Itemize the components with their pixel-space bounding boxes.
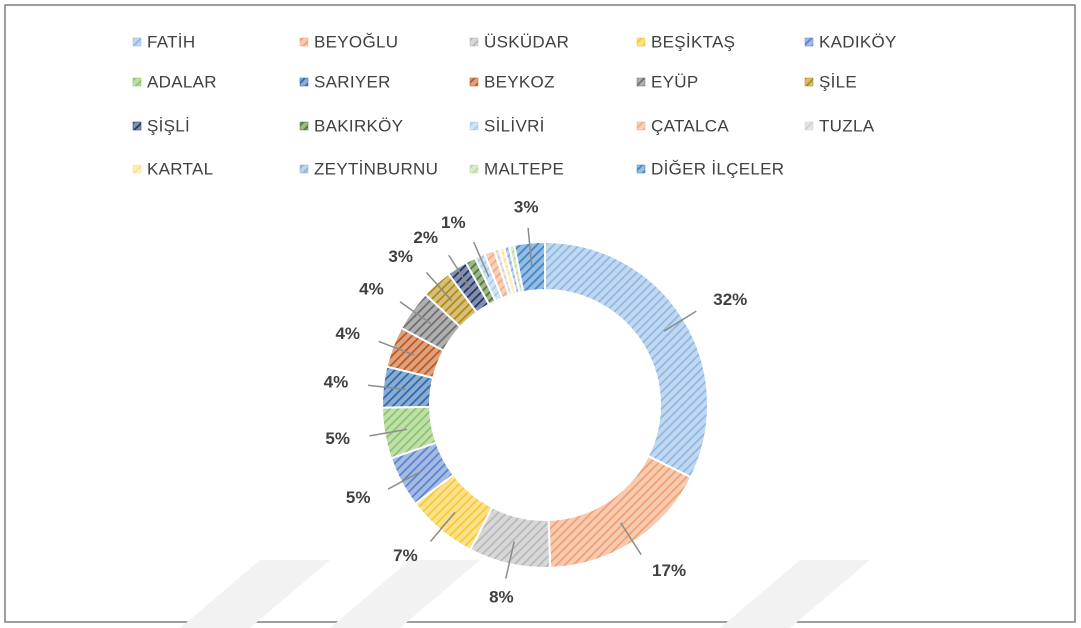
legend-label: EYÜP: [651, 72, 699, 91]
donut-slice: [512, 240, 546, 294]
data-label: 4%: [324, 373, 349, 392]
legend-label: KARTAL: [147, 159, 213, 178]
legend-swatch: [299, 77, 309, 87]
leader-line: [369, 428, 408, 437]
data-label: 3%: [388, 247, 413, 266]
legend-swatch: [299, 164, 309, 174]
legend-label: ADALAR: [147, 72, 217, 91]
data-label: 2%: [413, 228, 438, 247]
data-label: 5%: [346, 488, 371, 507]
legend-label: ZEYTİNBURNU: [314, 159, 438, 178]
legend-label: KADIKÖY: [819, 32, 897, 51]
legend-swatch: [636, 164, 646, 174]
leader-line: [663, 310, 697, 332]
legend-label: SARIYER: [314, 72, 391, 91]
legend-swatch: [636, 77, 646, 87]
legend-label: ŞİŞLİ: [147, 116, 190, 135]
legend-label: DİĞER İLÇELER: [651, 159, 784, 178]
data-label: 4%: [335, 324, 360, 343]
legend-label: ŞİLE: [819, 72, 857, 91]
legend-label: BAKIRKÖY: [314, 116, 403, 135]
leader-line: [430, 511, 456, 542]
legend-swatch: [132, 37, 142, 47]
leader-line: [425, 271, 453, 302]
legend-swatch: [469, 77, 479, 87]
data-label: 8%: [489, 588, 514, 607]
leader-line: [368, 384, 406, 391]
legend-swatch: [804, 37, 814, 47]
data-label: 5%: [325, 429, 350, 448]
legend-swatch: [636, 37, 646, 47]
legend-label: BEŞİKTAŞ: [651, 32, 735, 51]
legend-swatch: [804, 121, 814, 131]
data-label: 3%: [514, 197, 539, 216]
leader-line: [472, 241, 490, 278]
legend-label: BEYKOZ: [484, 72, 555, 91]
legend-label: BEYOĞLU: [314, 32, 398, 51]
leader-line: [399, 301, 432, 325]
legend-swatch: [299, 37, 309, 47]
legend-swatch: [469, 164, 479, 174]
legend-swatch: [132, 164, 142, 174]
data-label: 4%: [359, 280, 384, 299]
legend-label: FATİH: [147, 32, 195, 51]
legend-swatch: [299, 121, 309, 131]
leader-line: [448, 254, 470, 288]
legend-label: MALTEPE: [484, 159, 564, 178]
leader-line: [527, 227, 533, 266]
legend-swatch: [469, 121, 479, 131]
leader-line: [387, 470, 422, 490]
watermark: [180, 560, 870, 628]
data-label: 32%: [713, 290, 747, 309]
legend-label: ÇATALCA: [651, 116, 729, 135]
legend-swatch: [804, 77, 814, 87]
legend-swatch: [469, 37, 479, 47]
legend-label: TUZLA: [819, 116, 875, 135]
data-label: 7%: [393, 546, 418, 565]
leader-line: [378, 340, 415, 356]
data-label: 1%: [441, 213, 466, 232]
donut-slice: [544, 240, 709, 479]
legend-swatch: [132, 121, 142, 131]
legend-swatch: [132, 77, 142, 87]
legend-swatch: [636, 121, 646, 131]
leader-line: [505, 541, 515, 579]
data-label: 17%: [652, 561, 686, 580]
legend-label: ÜSKÜDAR: [484, 32, 569, 51]
legend-label: SİLİVRİ: [484, 116, 545, 135]
leader-line: [620, 522, 642, 556]
